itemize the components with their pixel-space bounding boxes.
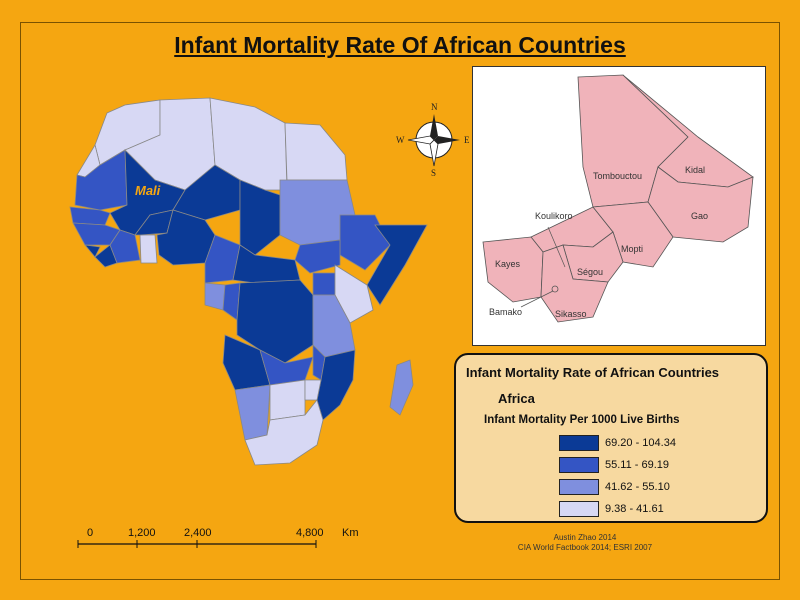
mali-inset-map: Tombouctou Kidal Gao Koulikoro Mopti Kay…	[472, 66, 766, 346]
label-kayes: Kayes	[495, 259, 521, 269]
country-sierra-leone	[84, 244, 101, 258]
mali-label: Mali	[135, 183, 161, 198]
legend-items: 69.20 - 104.34 55.11 - 69.19 41.62 - 55.…	[559, 433, 676, 521]
map-credits: Austin Zhao 2014 CIA World Factbook 2014…	[500, 533, 670, 553]
legend-label: 9.38 - 41.61	[605, 503, 664, 515]
legend-label: 69.20 - 104.34	[605, 437, 676, 449]
label-tombouctou: Tombouctou	[593, 171, 642, 181]
country-chad	[239, 179, 281, 256]
scale-label-0: 0	[87, 527, 93, 539]
country-car	[232, 244, 301, 284]
region-kayes	[482, 236, 544, 303]
label-mopti: Mopti	[621, 244, 643, 254]
map-legend: Infant Mortality Rate of African Countri…	[454, 353, 768, 523]
legend-title: Infant Mortality Rate of African Countri…	[466, 365, 720, 380]
country-zambia	[259, 349, 314, 386]
legend-swatch	[559, 479, 599, 495]
legend-unit: Infant Mortality Per 1000 Live Births	[484, 414, 680, 426]
country-kenya	[334, 264, 374, 324]
country-ghana	[139, 234, 158, 264]
compass-s: S	[431, 168, 436, 176]
country-uganda	[312, 272, 336, 296]
scale-label-2400: 2,400	[184, 527, 212, 539]
credit-author: Austin Zhao 2014	[553, 533, 617, 542]
country-south-sudan	[294, 239, 341, 274]
label-gao: Gao	[691, 211, 708, 221]
legend-label: 55.11 - 69.19	[605, 459, 670, 471]
legend-item: 69.20 - 104.34	[559, 433, 676, 453]
label-kidal: Kidal	[685, 165, 705, 175]
country-senegal	[69, 206, 111, 226]
label-segou: Ségou	[577, 267, 603, 277]
country-egypt	[284, 122, 348, 181]
country-ivory-coast	[109, 229, 141, 264]
region-sikasso	[540, 244, 609, 323]
map-frame	[20, 22, 780, 580]
scale-label-1200: 1,200	[128, 527, 156, 539]
map-title: Infant Mortality Rate Of African Countri…	[174, 32, 626, 58]
scale-label-4800: 4,800	[296, 527, 324, 539]
country-gabon	[204, 282, 226, 311]
compass-w: W	[396, 135, 405, 145]
label-bamako: Bamako	[489, 307, 522, 317]
scale-unit: Km	[342, 527, 359, 539]
legend-item: 9.38 - 41.61	[559, 499, 676, 519]
compass-rose-icon: N S E W	[396, 102, 470, 176]
legend-swatch	[559, 457, 599, 473]
legend-subtitle: Africa	[498, 391, 535, 406]
compass-n: N	[431, 102, 438, 112]
label-koulikoro: Koulikoro	[535, 211, 573, 221]
label-sikasso: Sikasso	[555, 309, 587, 319]
africa-choropleth-map: Mali	[69, 97, 428, 466]
country-south-africa	[244, 399, 324, 466]
legend-swatch	[559, 435, 599, 451]
legend-item: 41.62 - 55.10	[559, 477, 676, 497]
credit-sources: CIA World Factbook 2014; ESRI 2007	[517, 543, 653, 552]
country-namibia	[234, 384, 271, 441]
legend-swatch	[559, 501, 599, 517]
legend-item: 55.11 - 69.19	[559, 455, 676, 475]
scale-bar: 0 1,200 2,400 4,800 Km	[77, 527, 359, 548]
compass-e: E	[464, 135, 470, 145]
country-botswana	[269, 379, 306, 421]
country-somalia	[366, 224, 428, 306]
country-madagascar	[389, 359, 414, 416]
bamako-dot	[551, 285, 559, 293]
legend-label: 41.62 - 55.10	[605, 481, 670, 493]
